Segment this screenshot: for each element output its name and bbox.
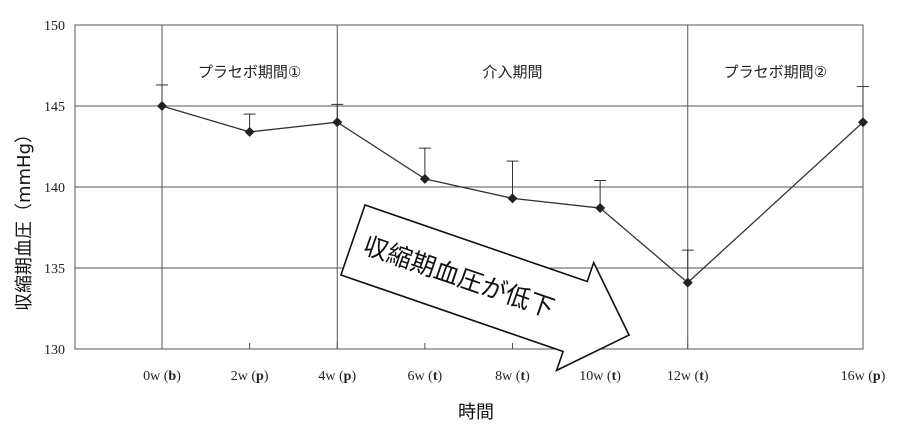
y-tick-label-145: 145: [44, 100, 65, 115]
x-tick-paren: (: [865, 369, 874, 384]
x-tick-label-6w: 6w (t): [408, 369, 443, 384]
x-tick-paren: ): [438, 369, 443, 384]
x-tick-phase: p: [873, 369, 881, 384]
data-point-6w: [419, 173, 430, 184]
data-point-8w: [507, 193, 518, 204]
x-tick-phase: p: [256, 369, 264, 384]
x-tick-week: 2w: [231, 369, 249, 384]
data-point-10w: [595, 203, 606, 214]
series-line: [161, 105, 864, 284]
y-tick-label-130: 130: [44, 343, 65, 358]
data-point-4w: [332, 117, 343, 128]
plot-frame: [74, 24, 864, 350]
x-tick-paren: (: [603, 369, 612, 384]
data-points: [157, 101, 868, 288]
x-tick-week: 10w: [579, 369, 604, 384]
x-tick-paren: (: [248, 369, 257, 384]
y-tick-label-140: 140: [44, 181, 65, 196]
x-tick-week: 12w: [667, 369, 692, 384]
period-label-1: 介入期間: [482, 63, 542, 81]
period-label-2: プラセボ期間②: [724, 63, 827, 81]
y-axis-title: 収縮期血圧（mmHg）: [14, 125, 35, 311]
x-tick-label-0w: 0w (b): [143, 369, 181, 384]
x-tick-phase: t: [520, 369, 525, 384]
x-tick-paren: ): [881, 369, 886, 384]
x-tick-week: 0w: [143, 369, 161, 384]
period-labels: プラセボ期間① 介入期間 プラセボ期間②: [198, 63, 827, 81]
y-axis-ticks: 130 135 140 145 150: [44, 19, 65, 358]
x-tick-phase: t: [699, 369, 704, 384]
x-tick-phase: t: [612, 369, 617, 384]
data-point-2w: [244, 126, 255, 137]
decrease-arrow: 収縮期血圧が低下: [339, 203, 631, 372]
x-tick-paren: ): [616, 369, 621, 384]
x-tick-paren: (: [335, 369, 344, 384]
data-point-12w: [682, 277, 693, 288]
x-tick-phase: p: [344, 369, 352, 384]
x-tick-label-4w: 4w (p): [318, 369, 356, 384]
decrease-arrow-shape: [339, 203, 631, 372]
data-point-0w: [157, 101, 167, 111]
x-tick-label-12w: 12w (t): [667, 369, 709, 384]
x-tick-paren: (: [160, 369, 169, 384]
x-tick-paren: (: [691, 369, 700, 384]
x-tick-week: 6w: [408, 369, 426, 384]
y-tick-label-135: 135: [44, 262, 65, 277]
x-tick-paren: (: [425, 369, 434, 384]
x-tick-paren: ): [704, 369, 709, 384]
data-point-16w: [858, 117, 868, 128]
x-tick-phase: b: [168, 369, 176, 384]
error-bars: [156, 84, 869, 283]
x-tick-label-2w: 2w (p): [231, 369, 269, 384]
x-axis-title: 時間: [458, 402, 494, 423]
x-tick-label-10w: 10w (t): [579, 369, 621, 384]
x-tick-paren: ): [176, 369, 181, 384]
x-tick-paren: ): [351, 369, 356, 384]
x-tick-week: 8w: [495, 369, 513, 384]
x-tick-week: 16w: [841, 369, 866, 384]
period-dividers: [161, 25, 689, 349]
x-axis-ticks: 0w (b) 2w (p) 4w (p) 6w (t) 8w (t) 10w (t) 12w…: [143, 343, 886, 384]
period-label-0: プラセボ期間①: [198, 63, 301, 81]
x-tick-phase: t: [433, 369, 438, 384]
x-tick-paren: (: [512, 369, 521, 384]
x-tick-paren: ): [525, 369, 530, 384]
x-tick-paren: ): [264, 369, 269, 384]
x-tick-label-16w: 16w (p): [841, 369, 886, 384]
y-tick-label-150: 150: [44, 19, 65, 34]
x-tick-label-8w: 8w (t): [495, 369, 530, 384]
x-tick-week: 4w: [318, 369, 336, 384]
